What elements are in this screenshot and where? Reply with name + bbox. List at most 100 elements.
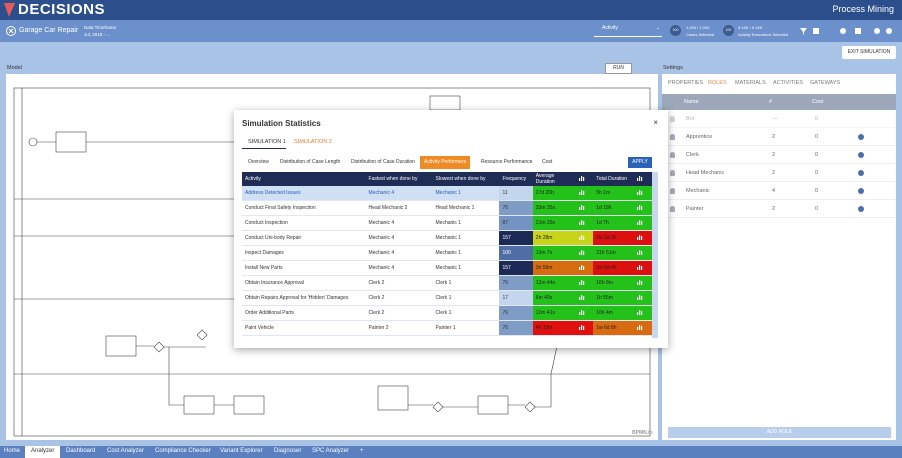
table-row[interactable]: Conduct Final Safety Inspection Head Mech… [242, 200, 652, 216]
table-row[interactable]: Address Detected Issues Mechanic 4 Mechani… [242, 186, 652, 201]
info-icon[interactable] [858, 152, 864, 158]
exit-simulation-button[interactable]: EXIT SIMULATION [842, 46, 896, 59]
chart-icon[interactable] [575, 215, 594, 231]
bottom-tab[interactable]: + [360, 448, 364, 454]
chart-icon[interactable] [575, 230, 594, 246]
fastest: Clerk 2 [365, 305, 433, 321]
chart-icon[interactable] [634, 275, 652, 291]
table-row[interactable]: Obtain Repairs Approval for 'Hidden' Dam… [242, 290, 652, 306]
sim-tab[interactable]: SIMULATION 1 [248, 139, 286, 145]
activity-dropdown[interactable]: Activity ⌄ [594, 25, 662, 37]
frequency: 157 [499, 260, 533, 276]
role-row[interactable]: Apprentice 2 0 [662, 131, 896, 146]
frequency: 11 [499, 186, 533, 201]
total-duration: 1h 55m [593, 290, 635, 306]
average-duration: 4h 13m [532, 320, 576, 336]
role-row[interactable]: Head Mechanic 2 0 [662, 167, 896, 182]
stat-tab[interactable]: Distribution of Case Length [280, 159, 341, 165]
chart-icon[interactable] [634, 305, 652, 321]
average-duration: 12m 44s [532, 275, 576, 291]
close-project[interactable] [6, 26, 16, 36]
sort-icon [575, 172, 594, 186]
table-row[interactable]: Inspect Damages Mechanic 4 Mechanic 1 100 13… [242, 245, 652, 261]
table-row[interactable]: Conduct Inspection Mechanic 4 Mechanic 1 87… [242, 215, 652, 231]
stat-tab[interactable]: Overview [248, 159, 269, 165]
bottom-tab[interactable]: Compliance Checker [155, 448, 211, 454]
chart-icon[interactable] [634, 200, 652, 216]
chart-icon[interactable] [575, 320, 594, 336]
chart-icon[interactable] [575, 290, 594, 306]
sim-tab[interactable]: SIMULATION 2 [294, 139, 332, 145]
fastest: Painter 2 [365, 320, 433, 336]
average-duration: 27d 20h [532, 186, 576, 201]
role-row[interactable]: Painter 2 0 [662, 203, 896, 218]
column-header: Fastest when done by [365, 172, 433, 186]
info-icon[interactable] [858, 134, 864, 140]
panel-tab[interactable]: ACTIVITIES [773, 80, 803, 86]
chart-icon[interactable] [634, 245, 652, 261]
panel-tab[interactable]: PROPERTIES [668, 80, 704, 86]
chart-icon[interactable] [634, 260, 652, 276]
add-role-button[interactable]: ADD ROLE [668, 427, 891, 438]
bpmn-diagram: BPMN.io [13, 87, 653, 437]
role-row[interactable]: Bot — 0 [662, 113, 896, 128]
bottom-tab[interactable]: SPC Analyzer [312, 448, 350, 454]
role-name: Clerk [686, 152, 699, 158]
table-row[interactable]: Paint Vehicle Painter 2 Painter 1 76 4h 13m 1… [242, 320, 652, 336]
info-icon[interactable] [858, 188, 864, 194]
executions-count: 9.14K / 9.14K [738, 25, 763, 30]
role-count: — [772, 116, 778, 122]
panel-tab[interactable]: MATERIALS [735, 80, 766, 86]
activity: Obtain Insurance Approval [242, 275, 366, 291]
chart-icon[interactable] [575, 200, 594, 216]
stat-tab[interactable]: Cost [542, 159, 553, 165]
role-row[interactable]: Mechanic 4 0 [662, 185, 896, 200]
info-icon[interactable] [858, 206, 864, 212]
chart-icon[interactable] [634, 215, 652, 231]
chart-icon[interactable] [575, 245, 594, 261]
chart-icon[interactable] [634, 320, 652, 336]
column-header: Slowest when done by [432, 172, 500, 186]
table-row[interactable]: Order Additional Parts Clerk 2 Clerk 1 76 12… [242, 305, 652, 321]
bottom-tab[interactable]: Analyzer [25, 446, 61, 458]
chart-icon[interactable] [575, 275, 594, 291]
close-button[interactable]: × [653, 118, 658, 127]
frequency: 157 [499, 230, 533, 246]
scrollbar[interactable] [652, 172, 658, 338]
chart-icon[interactable] [634, 230, 652, 246]
role-name: Bot [686, 116, 695, 122]
chart-icon[interactable] [634, 290, 652, 306]
bottom-tab[interactable]: Home [4, 448, 21, 454]
run-button[interactable]: RUN [605, 63, 632, 74]
fastest: Mechanic 4 [365, 215, 433, 231]
chart-icon[interactable] [634, 186, 652, 201]
bottom-tab-bar: Home Analyzer Dashboard Cost Analyzer Compli… [0, 446, 902, 458]
bottom-tab[interactable]: Variant Explorer [220, 448, 263, 454]
chart-icon[interactable] [575, 186, 594, 201]
stat-tab[interactable]: Activity Performers [420, 156, 470, 169]
stat-tab[interactable]: Distribution of Case Duration [351, 159, 415, 165]
table-row[interactable]: Install New Parts Mechanic 4 Mechanic 1 157… [242, 260, 652, 276]
activity: Obtain Repairs Approval for 'Hidden' Dam… [242, 290, 366, 306]
slowest: Painter 1 [432, 320, 500, 336]
stat-tab[interactable]: Resource Performance [481, 159, 533, 165]
table-row[interactable]: Conduct Uni-body Repair Mechanic 4 Mechani… [242, 230, 652, 246]
bottom-tab[interactable]: Cost Analyzer [107, 448, 145, 454]
apply-button[interactable]: APPLY [628, 157, 652, 168]
col-cost: Cost [812, 99, 824, 105]
chart-icon[interactable] [575, 260, 594, 276]
toolbar-icons[interactable] [798, 26, 894, 36]
panel-tab[interactable]: GATEWAYS [810, 80, 841, 86]
panel-tab[interactable]: ROLES [708, 80, 727, 86]
roles-header: Name # Cost [662, 94, 896, 110]
executions-label: Activity Executions Selected [738, 32, 789, 37]
info-icon[interactable] [858, 170, 864, 176]
role-row[interactable]: Clerk 2 0 [662, 149, 896, 164]
chart-icon[interactable] [575, 305, 594, 321]
average-duration: 13m 7s [532, 245, 576, 261]
bottom-tab[interactable]: Diagnoser [274, 448, 302, 454]
bottom-tab[interactable]: Dashboard [66, 448, 96, 454]
total-duration: 1w 6d 8h [593, 320, 635, 336]
